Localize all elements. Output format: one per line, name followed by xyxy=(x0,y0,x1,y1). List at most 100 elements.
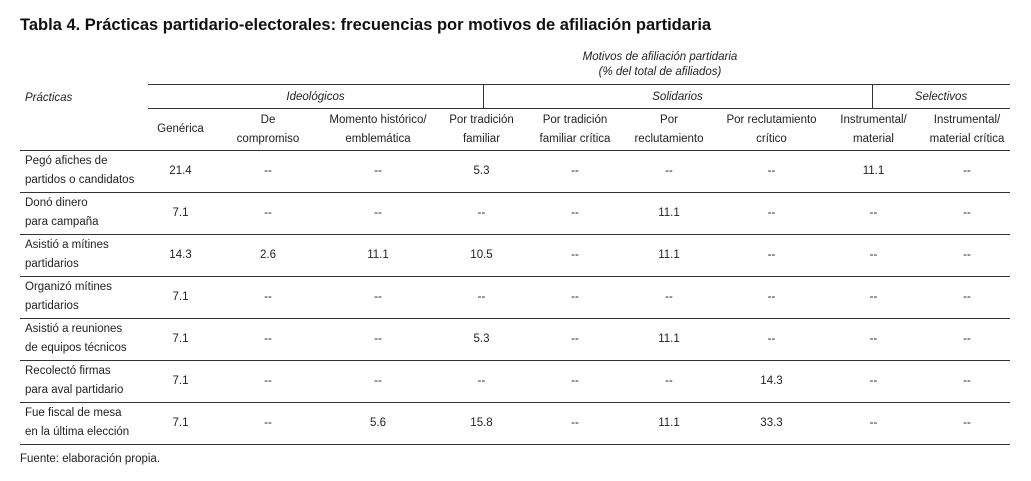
cell: -- xyxy=(571,207,579,219)
column-header: Por reclutamiento xyxy=(634,114,704,145)
row-label: Asistió a reuniones de equipos técnicos xyxy=(25,323,127,354)
cell: 33.3 xyxy=(760,417,783,429)
row-rule xyxy=(20,234,1010,235)
cell: -- xyxy=(767,207,776,219)
cell: -- xyxy=(767,333,776,345)
cell: -- xyxy=(869,375,878,387)
cell: -- xyxy=(869,417,878,429)
cell: -- xyxy=(374,333,382,345)
rule xyxy=(148,108,1010,109)
cell: -- xyxy=(767,165,776,177)
row-label: Asistió a mítines partidarios xyxy=(25,239,109,270)
group-header: Ideológicos xyxy=(286,91,345,103)
cell: 7.1 xyxy=(172,417,189,429)
column-header: Instrumental/ material xyxy=(840,114,907,145)
column-header: Por tradición familiar xyxy=(449,114,514,145)
cell: -- xyxy=(869,333,878,345)
rule xyxy=(20,150,1010,151)
cell: -- xyxy=(665,165,673,177)
cell: -- xyxy=(571,333,579,345)
cell: 5.3 xyxy=(473,333,490,345)
cell: -- xyxy=(767,249,776,261)
cell: 5.3 xyxy=(473,165,490,177)
row-label: Recolectó firmas para aval partidario xyxy=(25,365,124,396)
cell: 14.3 xyxy=(760,375,783,387)
cell: -- xyxy=(869,249,878,261)
cell: -- xyxy=(264,417,272,429)
cell: 5.6 xyxy=(370,417,386,429)
column-header: Momento histórico/ emblemática xyxy=(329,114,427,145)
footer: Fuente: elaboración propia. xyxy=(20,453,161,465)
row-rule xyxy=(20,360,1010,361)
cell: -- xyxy=(477,375,486,387)
cell: 7.1 xyxy=(172,375,189,387)
cell: -- xyxy=(374,207,382,219)
cell: -- xyxy=(264,207,272,219)
stub-header: Prácticas xyxy=(25,92,73,104)
row-label: Organizó mítines partidarios xyxy=(25,281,112,312)
cell: -- xyxy=(963,207,971,219)
cell: -- xyxy=(477,291,486,303)
cell: -- xyxy=(571,417,579,429)
column-header: Por tradición familiar crítica xyxy=(539,114,611,145)
cell: -- xyxy=(374,165,382,177)
cell: -- xyxy=(571,291,579,303)
cell: 7.1 xyxy=(172,333,189,345)
cell: -- xyxy=(571,375,579,387)
cell: 7.1 xyxy=(172,291,189,303)
cell: -- xyxy=(374,291,382,303)
cell: -- xyxy=(963,291,971,303)
cell: -- xyxy=(963,249,971,261)
column-header: Genérica xyxy=(157,123,204,135)
row-label: Pegó afiches de partidos o candidatos xyxy=(25,155,135,186)
cell: 11.1 xyxy=(862,165,885,177)
cell: 2.6 xyxy=(260,249,276,261)
cell: -- xyxy=(264,333,272,345)
row-label: Fue fiscal de mesa en la última elección xyxy=(25,407,130,438)
cell: 11.1 xyxy=(658,249,680,261)
group-separator xyxy=(483,84,484,108)
column-header: Instrumental/ material crítica xyxy=(929,114,1005,145)
cell: 11.1 xyxy=(658,333,680,345)
cell: -- xyxy=(477,207,486,219)
group-header: Selectivos xyxy=(914,91,968,103)
cell: -- xyxy=(963,333,971,345)
title: Tabla 4. Prácticas partidario-electorale… xyxy=(20,16,712,34)
cell: -- xyxy=(963,417,971,429)
cell: -- xyxy=(869,291,878,303)
super-header: Motivos de afiliación partidaria xyxy=(582,51,738,63)
row-rule xyxy=(20,444,1010,445)
cell: 11.1 xyxy=(367,249,389,261)
cell: -- xyxy=(264,375,272,387)
cell: 10.5 xyxy=(470,249,493,261)
cell: -- xyxy=(963,165,971,177)
cell: -- xyxy=(264,291,272,303)
rule xyxy=(148,84,1010,85)
row-rule xyxy=(20,318,1010,319)
row-rule xyxy=(20,402,1010,403)
cell: -- xyxy=(665,291,673,303)
cell: -- xyxy=(571,249,579,261)
cell: 11.1 xyxy=(658,207,680,219)
cell: 14.3 xyxy=(169,249,192,261)
cell: 11.1 xyxy=(658,417,680,429)
group-header: Solidarios xyxy=(652,91,703,103)
cell: -- xyxy=(571,165,579,177)
row-label: Donó dinero para campaña xyxy=(25,197,99,228)
cell: -- xyxy=(869,207,878,219)
group-separator xyxy=(872,84,873,108)
super-header-unit: (% del total de afiliados) xyxy=(598,66,722,78)
row-rule xyxy=(20,276,1010,277)
row-rule xyxy=(20,192,1010,193)
column-header: Por reclutamiento crítico xyxy=(726,114,817,145)
cell: 15.8 xyxy=(470,417,493,429)
cell: -- xyxy=(665,375,673,387)
cell: 7.1 xyxy=(172,207,189,219)
cell: -- xyxy=(374,375,382,387)
cell: -- xyxy=(264,165,272,177)
cell: -- xyxy=(963,375,971,387)
cell: 21.4 xyxy=(169,165,192,177)
column-header: De compromiso xyxy=(236,114,300,145)
cell: -- xyxy=(767,291,776,303)
